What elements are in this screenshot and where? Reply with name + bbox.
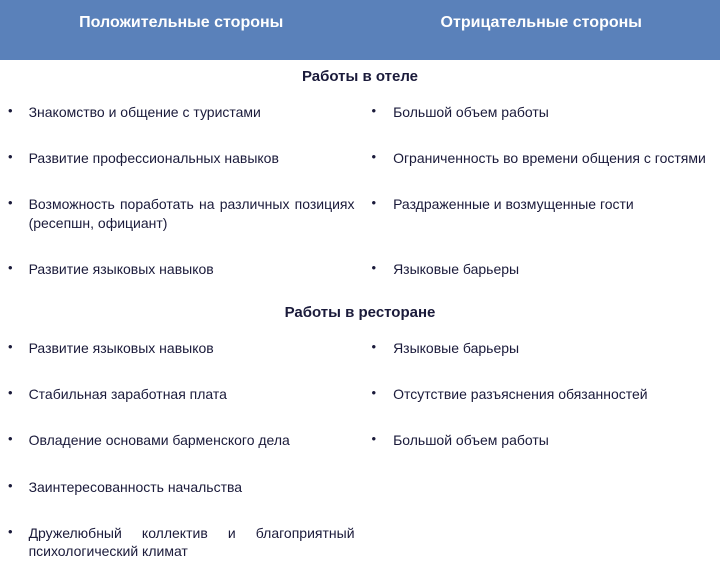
positive-text: Развитие языковых навыков xyxy=(21,329,363,375)
positive-text: Дружелюбный коллектив и благоприятный пс… xyxy=(21,514,363,578)
negative-text: Ограниченность во времени общения с гост… xyxy=(385,139,720,185)
positive-text: Стабильная заработная плата xyxy=(21,375,363,421)
bullet-icon: • xyxy=(0,421,21,467)
bullet-icon: • xyxy=(0,139,21,185)
table-row: •Развитие языковых навыков•Языковые барь… xyxy=(0,329,720,375)
table-row: •Заинтересованность начальства xyxy=(0,468,720,514)
negative-text: Отсутствие разъяснения обязанностей xyxy=(385,375,720,421)
bullet-icon: • xyxy=(0,375,21,421)
header-negative: Отрицательные стороны xyxy=(363,0,720,60)
bullet-icon: • xyxy=(0,514,21,578)
negative-text: Большой объем работы xyxy=(385,93,720,139)
negative-text xyxy=(385,514,720,578)
positive-text: Заинтересованность начальства xyxy=(21,468,363,514)
header-positive: Положительные стороны xyxy=(0,0,363,60)
comparison-table: Положительные стороны Отрицательные стор… xyxy=(0,0,720,578)
positive-text: Развитие языковых навыков xyxy=(21,250,363,296)
bullet-icon: • xyxy=(363,185,386,249)
negative-text: Языковые барьеры xyxy=(385,250,720,296)
table-row: •Овладение основами барменского дела•Бол… xyxy=(0,421,720,467)
table-row: •Возможность поработать на различных поз… xyxy=(0,185,720,249)
section-title: Работы в отеле xyxy=(0,60,720,93)
bullet-icon: • xyxy=(363,139,386,185)
table-row: •Стабильная заработная плата•Отсутствие … xyxy=(0,375,720,421)
positive-text: Знакомство и общение с туристами xyxy=(21,93,363,139)
section-title: Работы в ресторане xyxy=(0,296,720,329)
bullet-icon: • xyxy=(0,329,21,375)
table-row: •Знакомство и общение с туристами•Большо… xyxy=(0,93,720,139)
negative-text: Языковые барьеры xyxy=(385,329,720,375)
bullet-icon: • xyxy=(363,329,386,375)
header-row: Положительные стороны Отрицательные стор… xyxy=(0,0,720,60)
bullet-icon: • xyxy=(0,468,21,514)
section-title-row: Работы в ресторане xyxy=(0,296,720,329)
negative-text: Большой объем работы xyxy=(385,421,720,467)
negative-text: Раздраженные и возмущенные гости xyxy=(385,185,720,249)
table-row: •Развитие профессиональных навыков•Огран… xyxy=(0,139,720,185)
positive-text: Возможность поработать на различных пози… xyxy=(21,185,363,249)
bullet-icon: • xyxy=(0,93,21,139)
bullet-icon: • xyxy=(363,421,386,467)
positive-text: Овладение основами барменского дела xyxy=(21,421,363,467)
negative-text xyxy=(385,468,720,514)
bullet-icon: • xyxy=(0,185,21,249)
bullet-icon: • xyxy=(363,375,386,421)
bullet-icon: • xyxy=(0,250,21,296)
table-row: •Дружелюбный коллектив и благоприятный п… xyxy=(0,514,720,578)
bullet-icon xyxy=(363,468,386,514)
positive-text: Развитие профессиональных навыков xyxy=(21,139,363,185)
section-title-row: Работы в отеле xyxy=(0,60,720,93)
bullet-icon: • xyxy=(363,250,386,296)
bullet-icon xyxy=(363,514,386,578)
bullet-icon: • xyxy=(363,93,386,139)
table-row: •Развитие языковых навыков•Языковые барь… xyxy=(0,250,720,296)
